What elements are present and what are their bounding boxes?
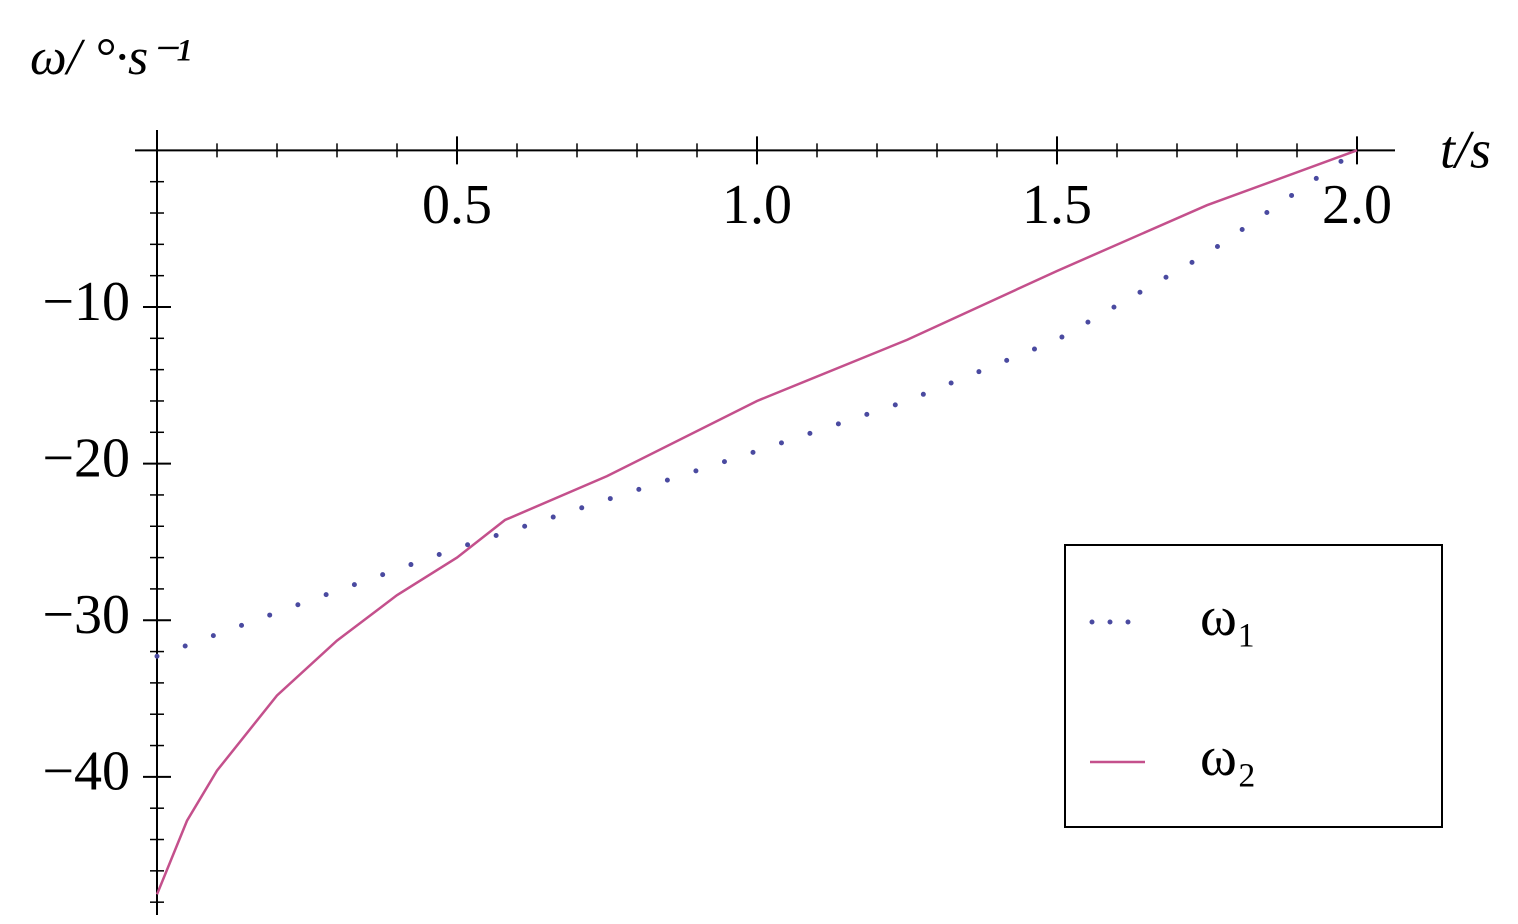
x-tick-label: 2.0 — [1322, 174, 1392, 236]
y-axis-label: ω/ °·s⁻¹ — [30, 29, 191, 86]
legend-box — [1064, 544, 1443, 828]
y-tick-label: −30 — [42, 584, 130, 646]
y-tick-label: −40 — [42, 741, 130, 803]
x-tick-label: 0.5 — [422, 174, 492, 236]
x-axis-label: t/s — [1440, 119, 1491, 179]
legend-label: ω₂ — [1200, 726, 1256, 788]
y-tick-label: −20 — [42, 427, 130, 489]
y-tick-label: −10 — [42, 271, 130, 333]
x-tick-label: 1.0 — [722, 174, 792, 236]
x-tick-label: 1.5 — [1022, 174, 1092, 236]
legend-label: ω₁ — [1200, 586, 1256, 648]
series-line — [155, 149, 1358, 895]
